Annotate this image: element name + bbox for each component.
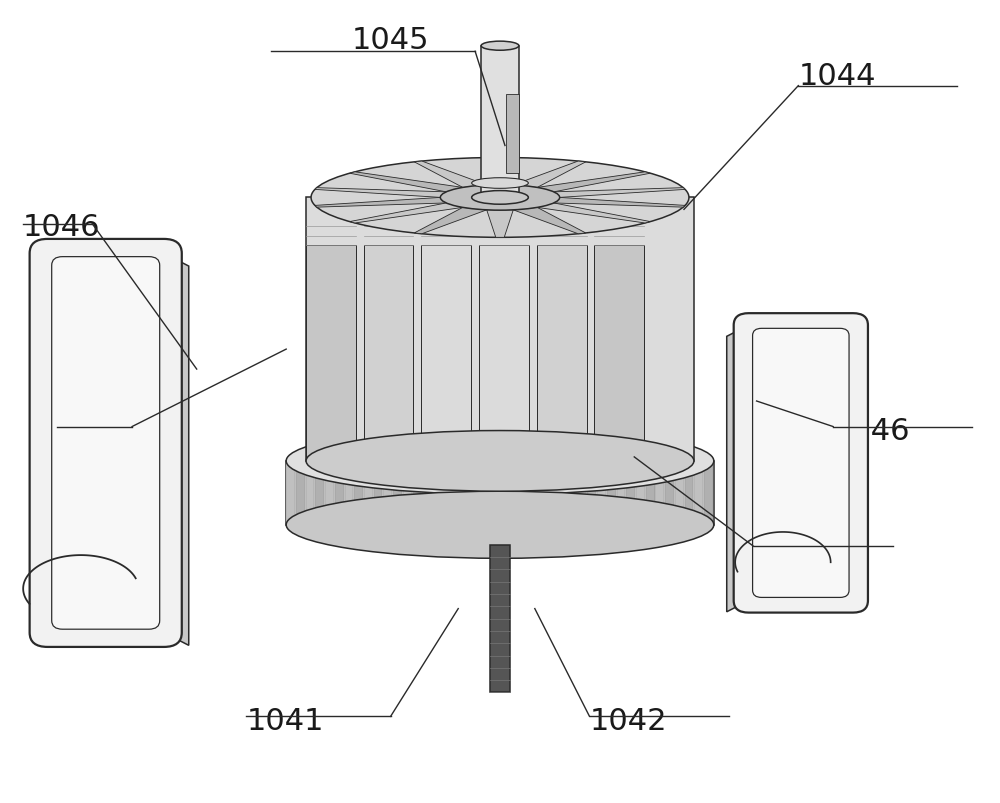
Polygon shape bbox=[727, 326, 749, 612]
Polygon shape bbox=[335, 461, 344, 525]
Polygon shape bbox=[325, 461, 334, 525]
Polygon shape bbox=[479, 246, 529, 461]
FancyBboxPatch shape bbox=[52, 257, 160, 630]
Polygon shape bbox=[626, 461, 635, 525]
Polygon shape bbox=[539, 461, 548, 525]
Polygon shape bbox=[513, 208, 586, 234]
Polygon shape bbox=[675, 461, 684, 525]
Polygon shape bbox=[490, 545, 510, 692]
Polygon shape bbox=[315, 461, 324, 525]
Polygon shape bbox=[451, 461, 460, 525]
Polygon shape bbox=[350, 173, 463, 193]
Ellipse shape bbox=[440, 185, 560, 211]
Polygon shape bbox=[481, 47, 519, 198]
Text: 1043: 1043 bbox=[754, 536, 831, 565]
Polygon shape bbox=[364, 246, 413, 461]
Text: 1044: 1044 bbox=[798, 62, 876, 91]
Polygon shape bbox=[487, 210, 513, 238]
Polygon shape bbox=[500, 461, 509, 525]
Polygon shape bbox=[471, 461, 480, 525]
Text: 1042: 1042 bbox=[590, 706, 667, 735]
Polygon shape bbox=[558, 461, 567, 525]
Polygon shape bbox=[537, 204, 650, 224]
Polygon shape bbox=[537, 246, 587, 461]
Polygon shape bbox=[414, 162, 487, 188]
Polygon shape bbox=[315, 198, 446, 208]
Polygon shape bbox=[432, 461, 441, 525]
Polygon shape bbox=[306, 461, 314, 525]
Polygon shape bbox=[510, 461, 518, 525]
Polygon shape bbox=[568, 461, 577, 525]
Polygon shape bbox=[354, 461, 363, 525]
Ellipse shape bbox=[286, 491, 714, 559]
Polygon shape bbox=[554, 189, 685, 198]
Text: 1046: 1046 bbox=[23, 213, 100, 242]
Polygon shape bbox=[537, 173, 650, 193]
Ellipse shape bbox=[286, 428, 714, 495]
Polygon shape bbox=[364, 461, 373, 525]
Polygon shape bbox=[164, 254, 189, 646]
Polygon shape bbox=[461, 461, 470, 525]
Polygon shape bbox=[487, 158, 513, 185]
Polygon shape bbox=[607, 461, 616, 525]
Polygon shape bbox=[383, 461, 392, 525]
Polygon shape bbox=[421, 246, 471, 461]
Polygon shape bbox=[578, 461, 586, 525]
FancyBboxPatch shape bbox=[753, 329, 849, 597]
Polygon shape bbox=[685, 461, 693, 525]
Polygon shape bbox=[646, 461, 655, 525]
Polygon shape bbox=[422, 461, 431, 525]
Polygon shape bbox=[490, 461, 499, 525]
Text: 1041: 1041 bbox=[246, 706, 324, 735]
Polygon shape bbox=[403, 461, 412, 525]
Polygon shape bbox=[636, 461, 645, 525]
Polygon shape bbox=[296, 461, 305, 525]
Text: 1046: 1046 bbox=[833, 417, 911, 446]
Polygon shape bbox=[286, 461, 714, 525]
Ellipse shape bbox=[306, 431, 694, 491]
Polygon shape bbox=[413, 461, 421, 525]
Polygon shape bbox=[597, 461, 606, 525]
Polygon shape bbox=[587, 461, 596, 525]
Ellipse shape bbox=[472, 191, 528, 205]
Polygon shape bbox=[554, 198, 685, 208]
Polygon shape bbox=[519, 461, 528, 525]
FancyBboxPatch shape bbox=[30, 239, 182, 647]
Ellipse shape bbox=[481, 42, 519, 51]
Polygon shape bbox=[529, 461, 538, 525]
Polygon shape bbox=[506, 95, 519, 174]
FancyBboxPatch shape bbox=[734, 314, 868, 613]
Polygon shape bbox=[393, 461, 402, 525]
Polygon shape bbox=[286, 461, 295, 525]
Polygon shape bbox=[704, 461, 713, 525]
Text: 104: 104 bbox=[57, 417, 116, 446]
Polygon shape bbox=[350, 204, 463, 224]
Polygon shape bbox=[315, 189, 446, 198]
Polygon shape bbox=[414, 208, 487, 234]
Polygon shape bbox=[306, 198, 694, 461]
Ellipse shape bbox=[311, 158, 689, 238]
Ellipse shape bbox=[472, 178, 528, 189]
Polygon shape bbox=[306, 246, 356, 461]
Polygon shape bbox=[594, 246, 644, 461]
Polygon shape bbox=[665, 461, 674, 525]
Polygon shape bbox=[549, 461, 557, 525]
Polygon shape bbox=[694, 461, 703, 525]
Polygon shape bbox=[442, 461, 450, 525]
Polygon shape bbox=[481, 461, 489, 525]
Polygon shape bbox=[345, 461, 353, 525]
Polygon shape bbox=[374, 461, 382, 525]
Polygon shape bbox=[655, 461, 664, 525]
Polygon shape bbox=[513, 162, 586, 188]
Polygon shape bbox=[617, 461, 625, 525]
Text: 1045: 1045 bbox=[352, 26, 429, 55]
